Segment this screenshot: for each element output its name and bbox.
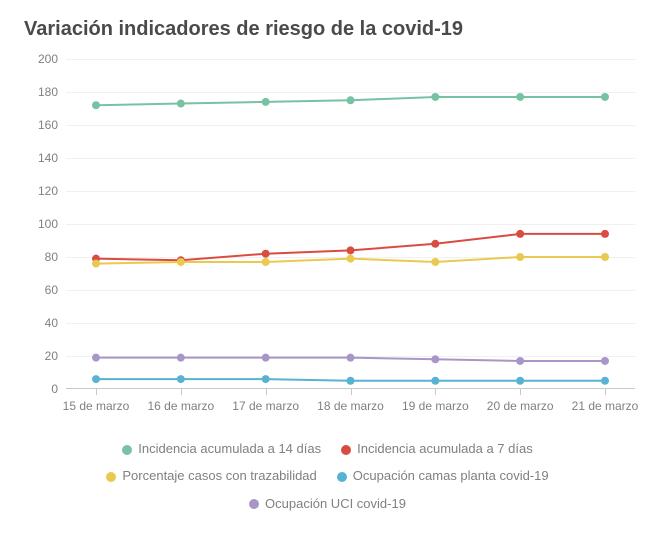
data-point (601, 93, 609, 101)
legend: Incidencia acumulada a 14 días Incidencia… (20, 435, 635, 517)
data-point (431, 240, 439, 248)
chart-title: Variación indicadores de riesgo de la co… (24, 18, 635, 41)
x-tick-label: 20 de marzo (487, 399, 554, 413)
data-point (516, 253, 524, 261)
legend-item: Ocupación camas planta covid-19 (337, 462, 549, 489)
data-point (601, 357, 609, 365)
y-tick-label: 160 (38, 118, 58, 132)
y-tick-label: 200 (38, 52, 58, 66)
data-point (516, 93, 524, 101)
x-tick (181, 389, 182, 395)
data-point (431, 93, 439, 101)
data-point (177, 100, 185, 108)
x-tick (96, 389, 97, 395)
legend-label: Porcentaje casos con trazabilidad (122, 468, 316, 483)
y-tick-label: 80 (45, 250, 58, 264)
data-point (92, 375, 100, 383)
data-point (262, 98, 270, 106)
x-tick-label: 19 de marzo (402, 399, 469, 413)
data-point (601, 253, 609, 261)
data-point (516, 357, 524, 365)
data-point (601, 230, 609, 238)
y-axis-labels: 020406080100120140160180200 (28, 59, 58, 389)
data-point (347, 377, 355, 385)
y-tick-label: 180 (38, 85, 58, 99)
data-point (262, 375, 270, 383)
x-tick-label: 15 de marzo (63, 399, 130, 413)
legend-label: Ocupación UCI covid-19 (265, 496, 406, 511)
x-tick (435, 389, 436, 395)
data-point (177, 375, 185, 383)
x-tick (605, 389, 606, 395)
y-tick-label: 120 (38, 184, 58, 198)
legend-swatch (122, 445, 132, 455)
x-tick-label: 16 de marzo (147, 399, 214, 413)
x-tick-label: 18 de marzo (317, 399, 384, 413)
legend-swatch (337, 472, 347, 482)
legend-label: Incidencia acumulada a 7 días (357, 441, 533, 456)
legend-swatch (341, 445, 351, 455)
x-tick (351, 389, 352, 395)
y-tick-label: 140 (38, 151, 58, 165)
chart-area: 020406080100120140160180200 15 de marzo1… (28, 59, 635, 429)
chart-container: Variación indicadores de riesgo de la co… (0, 0, 655, 541)
y-tick-label: 40 (45, 316, 58, 330)
data-point (92, 260, 100, 268)
legend-swatch (106, 472, 116, 482)
y-tick-label: 100 (38, 217, 58, 231)
data-point (177, 354, 185, 362)
data-point (516, 377, 524, 385)
legend-label: Incidencia acumulada a 14 días (138, 441, 321, 456)
data-point (177, 258, 185, 266)
data-point (262, 354, 270, 362)
data-point (347, 255, 355, 263)
y-tick-label: 0 (51, 382, 58, 396)
x-tick (520, 389, 521, 395)
legend-item: Incidencia acumulada a 14 días (122, 435, 321, 462)
data-point (347, 354, 355, 362)
data-point (431, 355, 439, 363)
data-point (262, 258, 270, 266)
data-point (431, 258, 439, 266)
data-point (92, 101, 100, 109)
x-tick-label: 21 de marzo (572, 399, 639, 413)
legend-swatch (249, 499, 259, 509)
x-tick (266, 389, 267, 395)
x-tick-label: 17 de marzo (232, 399, 299, 413)
data-point (92, 354, 100, 362)
y-tick-label: 20 (45, 349, 58, 363)
legend-label: Ocupación camas planta covid-19 (353, 468, 549, 483)
data-point (431, 377, 439, 385)
data-point (516, 230, 524, 238)
data-point (347, 96, 355, 104)
data-point (262, 250, 270, 258)
data-point (347, 246, 355, 254)
y-tick-label: 60 (45, 283, 58, 297)
legend-item: Porcentaje casos con trazabilidad (106, 462, 316, 489)
plot-region (66, 59, 635, 389)
legend-item: Incidencia acumulada a 7 días (341, 435, 533, 462)
series-svg (66, 59, 635, 389)
legend-item: Ocupación UCI covid-19 (249, 490, 406, 517)
data-point (601, 377, 609, 385)
